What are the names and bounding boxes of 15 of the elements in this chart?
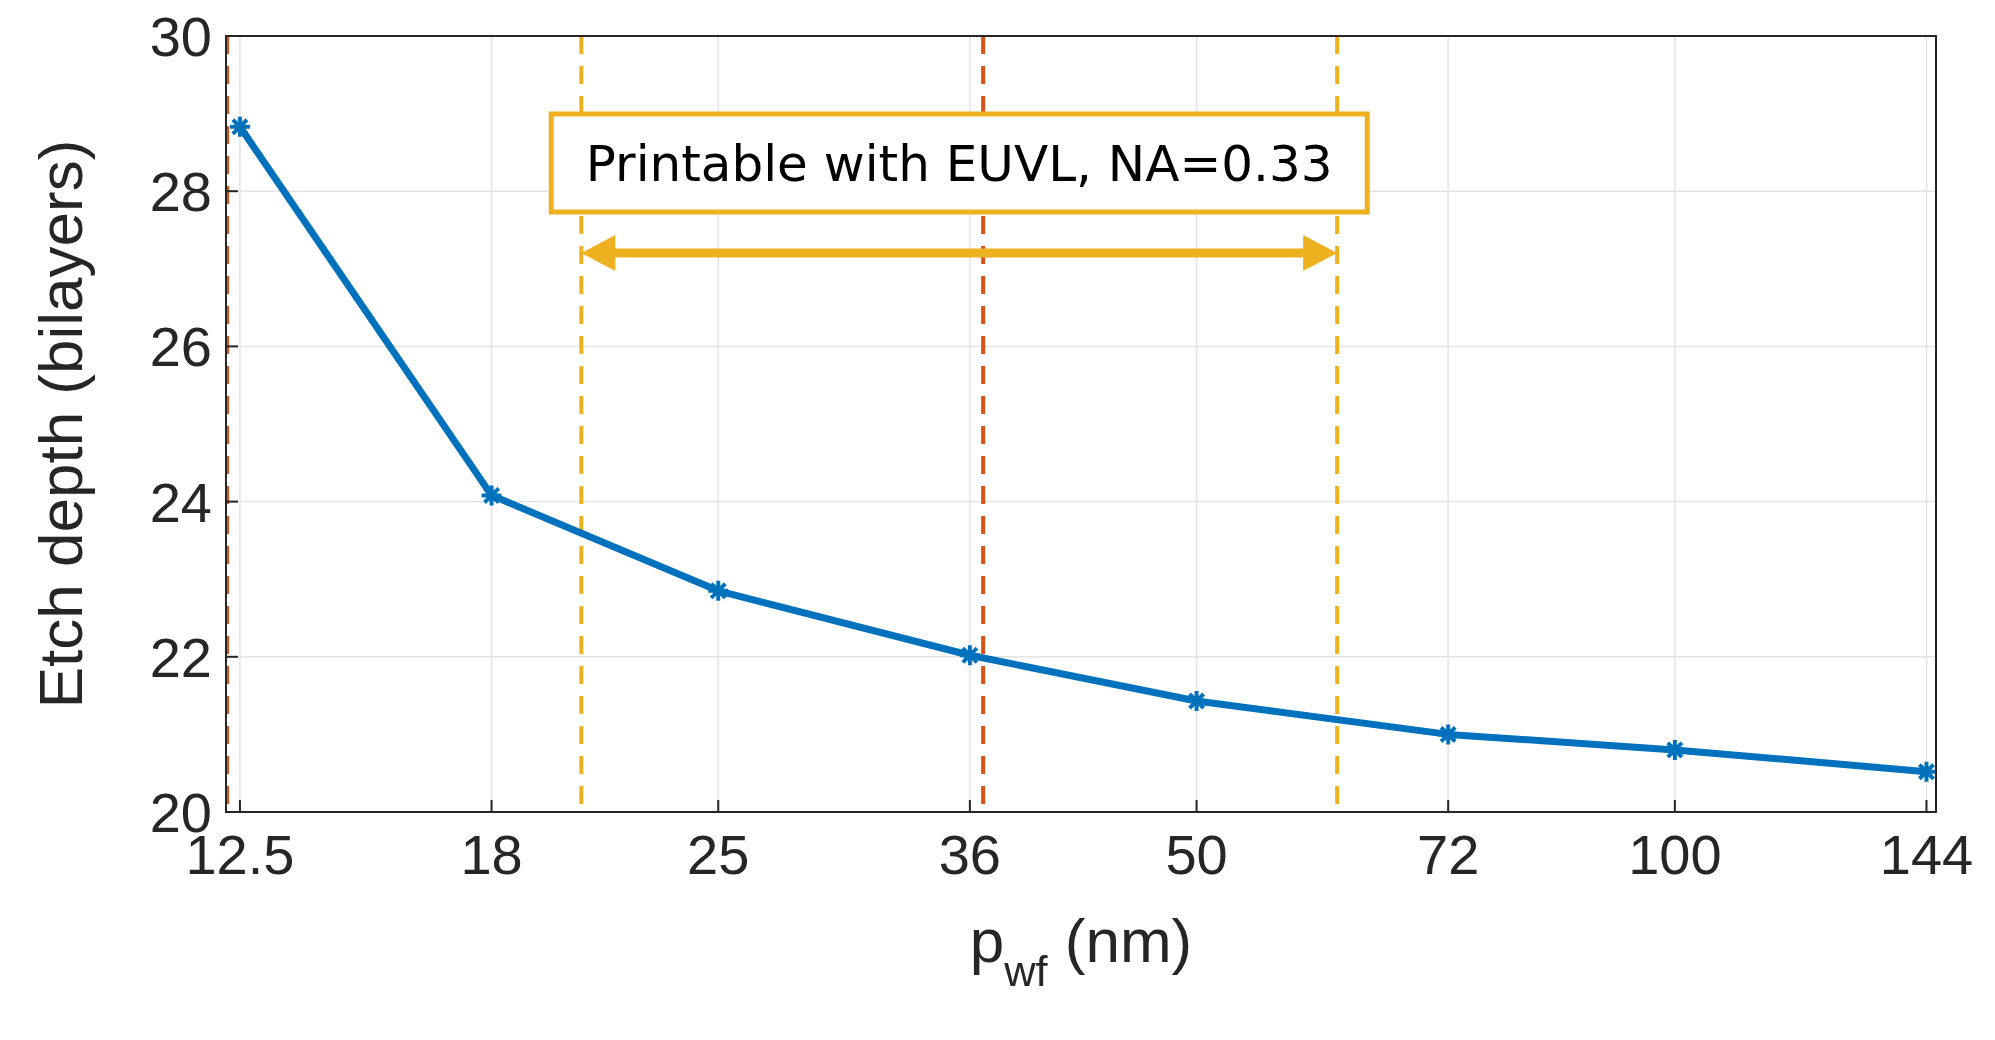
y-tick-label: 30 xyxy=(149,5,212,68)
x-tick-label: 18 xyxy=(460,823,523,886)
x-axis-title: p$_{wf}$ (nm) xyxy=(969,906,1193,995)
x-tick-label: 36 xyxy=(938,823,1002,886)
x-tick-label: 100 xyxy=(1628,823,1722,886)
y-tick-label: 28 xyxy=(149,160,212,224)
y-tick-label: 24 xyxy=(149,470,212,534)
x-tick-label: 50 xyxy=(1165,823,1228,886)
y-tick-label: 22 xyxy=(149,625,212,689)
x-tick-label: 144 xyxy=(1879,823,1974,886)
y-tick-label: 26 xyxy=(149,315,212,379)
x-tick-label: 25 xyxy=(687,823,750,886)
x-tick-label: 72 xyxy=(1417,823,1480,886)
y-axis-title: Etch depth (bilayers) xyxy=(26,139,95,709)
annotation: Printable with EUVL, NA=0.33 xyxy=(585,135,1333,193)
